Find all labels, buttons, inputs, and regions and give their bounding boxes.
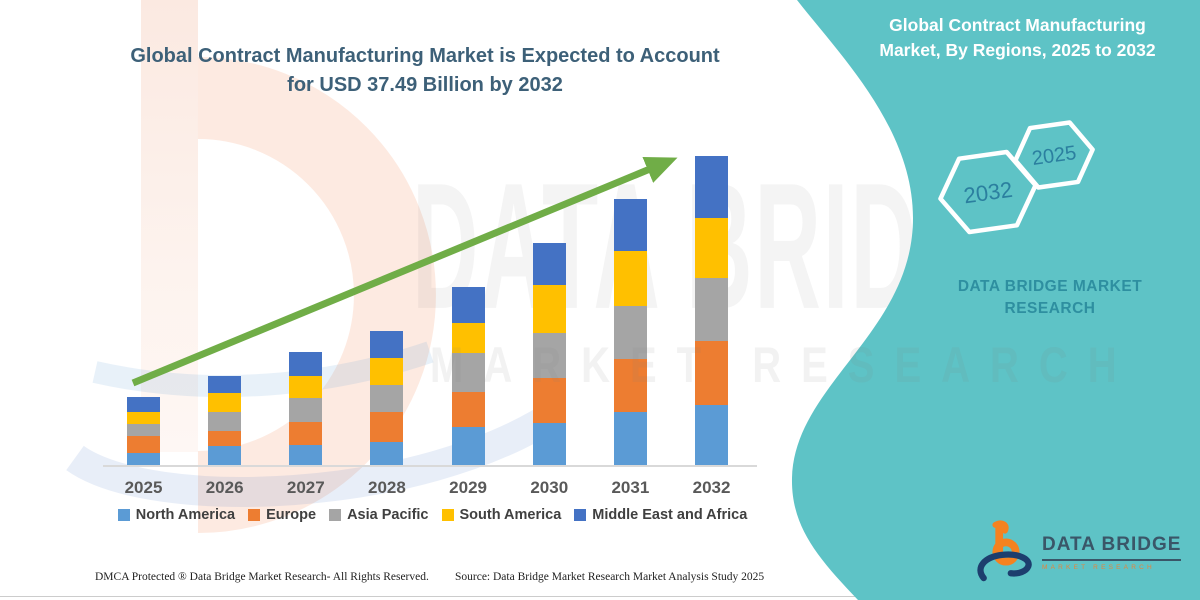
legend-label: Asia Pacific [347, 507, 429, 523]
brand-line2: RESEARCH [1004, 300, 1096, 318]
brand-line1: DATA BRIDGE MARKET [957, 278, 1143, 295]
x-axis-label-2030: 2030 [530, 478, 569, 497]
legend-item-middle-east-and-africa: Middle East and Africa [574, 507, 747, 523]
x-axis-label-2025: 2025 [124, 478, 163, 497]
x-axis-label-2026: 2026 [205, 478, 244, 497]
hexagon-2025 [1013, 120, 1095, 190]
bar-segment-2027-north-america [289, 445, 323, 465]
x-axis-label-2027: 2027 [286, 478, 325, 497]
legend-swatch-icon [117, 509, 130, 521]
side-panel-brand-text: DATA BRIDGE MARKET RESEARCH [925, 276, 1175, 321]
bar-segment-2032-europe [695, 341, 729, 405]
legend-label: South America [459, 507, 562, 523]
bar-segment-2029-north-america [451, 427, 485, 465]
x-axis-label-2028: 2028 [368, 478, 406, 497]
legend-swatch-icon [329, 509, 342, 521]
bar-segment-2025-south-america [127, 412, 160, 424]
stacked-bar-2032 [695, 155, 729, 465]
bar-segment-2030-north-america [532, 423, 566, 465]
legend-label: Middle East and Africa [592, 507, 748, 523]
bar-segment-2032-middle-east-and-africa [695, 155, 729, 218]
legend-swatch-icon [441, 509, 454, 521]
chart-legend: North America Europe Asia Pacific South Ame… [100, 507, 765, 523]
legend-item-europe: Europe [248, 507, 316, 523]
bar-segment-2025-middle-east-and-africa [127, 397, 160, 412]
bar-segment-2028-north-america [370, 442, 404, 465]
bar-segment-2025-europe [127, 436, 160, 453]
bar-segment-2026-south-america [208, 393, 242, 412]
stacked-bar-2025 [127, 397, 160, 465]
legend-label: Europe [266, 507, 317, 523]
chart-title: Global Contract Manufacturing Market is … [110, 42, 740, 100]
x-axis-label-2032: 2032 [692, 478, 731, 497]
x-axis-line [103, 465, 757, 467]
chart-title-line1: Global Contract Manufacturing Market is … [130, 45, 720, 67]
bottom-divider [0, 596, 860, 597]
bar-segment-2025-north-america [127, 453, 160, 465]
legend-swatch-icon [574, 509, 587, 521]
legend-label: North America [135, 507, 236, 523]
bar-segment-2029-europe [451, 392, 485, 427]
watermark-sub-text: MARKET RESEARCH [430, 338, 1137, 393]
data-bridge-logo: DATA BRIDGE MARKET RESEARCH [976, 520, 1191, 584]
bar-segment-2026-europe [208, 431, 242, 446]
bar-segment-2032-south-america [695, 218, 729, 278]
bar-segment-2026-asia-pacific [208, 412, 242, 431]
bar-segment-2025-asia-pacific [127, 424, 160, 436]
logo-wordmark: DATA BRIDGE [1042, 534, 1182, 561]
chart-title-line2: for USD 37.49 Billion by 2032 [287, 74, 563, 96]
bar-segment-2027-europe [289, 422, 323, 445]
legend-item-north-america: North America [117, 507, 236, 523]
bar-segment-2027-asia-pacific [289, 398, 323, 422]
bar-segment-2026-north-america [208, 446, 242, 465]
legend-item-asia-pacific: Asia Pacific [329, 507, 429, 523]
side-panel-shape [791, 0, 1200, 600]
logo-subtitle: MARKET RESEARCH [1042, 563, 1155, 571]
x-axis-label-2031: 2031 [611, 478, 650, 497]
legend-swatch-icon [248, 509, 261, 521]
bar-segment-2031-north-america [613, 412, 647, 465]
side-panel-title: Global Contract Manufacturing Market, By… [845, 13, 1190, 62]
side-panel-title-line2: Market, By Regions, 2025 to 2032 [879, 39, 1156, 60]
bar-segment-2032-north-america [695, 405, 729, 465]
bar-segment-2028-asia-pacific [370, 385, 404, 412]
x-axis-label-2029: 2029 [449, 478, 487, 497]
dmca-notice: DMCA Protected ® Data Bridge Market Rese… [95, 571, 429, 583]
bar-segment-2028-europe [370, 412, 404, 442]
bar-segment-2032-asia-pacific [695, 278, 729, 341]
side-panel-title-line1: Global Contract Manufacturing [889, 15, 1146, 35]
source-note: Source: Data Bridge Market Research Mark… [455, 571, 765, 583]
legend-item-south-america: South America [441, 507, 562, 523]
data-bridge-logo-mark [977, 520, 1032, 582]
